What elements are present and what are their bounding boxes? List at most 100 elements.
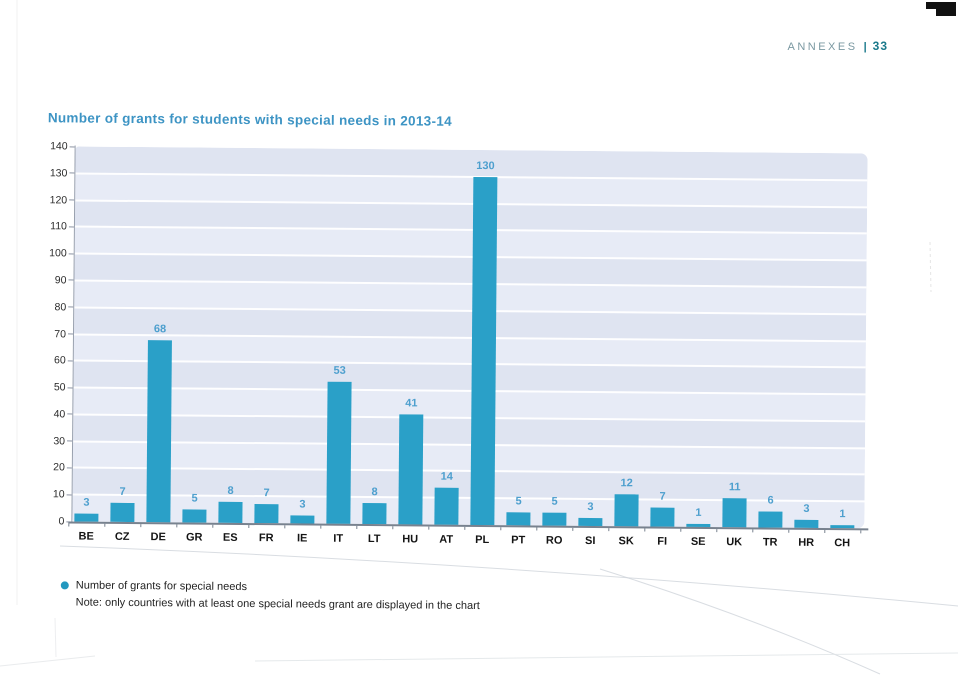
y-axis-label: 30	[53, 434, 66, 448]
x-tick-mark	[320, 525, 322, 529]
chart-note: Note: only countries with at least one s…	[75, 596, 480, 613]
x-tick-mark	[644, 528, 646, 532]
x-axis-label: IE	[296, 532, 308, 545]
x-axis-label: CZ	[114, 530, 130, 543]
x-tick-mark	[284, 525, 286, 529]
bar-value-label: 3	[587, 500, 594, 513]
x-axis-label: DE	[150, 531, 166, 544]
header-separator: |	[863, 41, 867, 53]
x-tick-mark	[716, 529, 718, 533]
x-tick-mark	[572, 527, 574, 531]
y-axis-label: 50	[53, 381, 66, 394]
bar-value-label: 7	[119, 486, 126, 499]
bar-value-label: 53	[333, 364, 346, 377]
legend-marker-icon	[60, 581, 69, 590]
x-tick-mark	[752, 529, 754, 533]
x-tick-mark	[104, 523, 106, 527]
bar-value-label: 12	[620, 477, 633, 490]
y-axis-label: 110	[50, 220, 67, 233]
bar-value-label: 1	[695, 507, 702, 520]
x-axis-label: SK	[618, 535, 634, 548]
y-tick-mark	[67, 440, 73, 442]
x-tick-mark	[680, 528, 682, 532]
x-axis-label: IT	[333, 532, 344, 545]
bar-value-label: 8	[371, 485, 378, 498]
bar	[614, 494, 639, 527]
chart-title: Number of grants for students with speci…	[47, 110, 452, 129]
x-axis-label: ES	[222, 531, 238, 544]
y-axis-label: 90	[54, 274, 67, 287]
x-tick-mark	[68, 523, 70, 527]
scanner-corner-mark	[926, 2, 956, 9]
x-tick-mark	[824, 530, 826, 534]
x-tick-mark	[860, 530, 862, 534]
x-axis-label: SI	[584, 534, 596, 548]
bar-value-label: 3	[83, 496, 90, 509]
y-tick-mark	[67, 413, 73, 415]
x-tick-mark	[608, 528, 610, 532]
y-axis-label: 100	[49, 247, 67, 260]
y-axis-label: 120	[49, 193, 68, 206]
annexes-label: ANNEXES	[787, 41, 858, 53]
y-axis-label: 70	[54, 327, 67, 340]
y-tick-mark	[68, 253, 74, 255]
bar-value-label: 130	[476, 159, 495, 172]
y-tick-mark	[68, 279, 74, 281]
bar	[110, 503, 135, 523]
y-axis-label: 80	[54, 301, 67, 314]
x-tick-mark	[536, 527, 538, 531]
x-axis-label: PL	[475, 533, 490, 547]
bar	[362, 502, 387, 525]
y-axis-label: 40	[53, 408, 66, 421]
y-axis-label: 140	[50, 140, 68, 153]
x-tick-mark	[428, 526, 430, 530]
bar	[290, 515, 315, 524]
x-axis-label: FR	[258, 532, 274, 545]
bar	[146, 339, 172, 523]
x-axis-label: UK	[726, 536, 743, 549]
chart-legend: Number of grants for special needs	[60, 579, 248, 593]
y-axis-label: 10	[52, 488, 65, 501]
x-axis-label: AT	[439, 533, 454, 546]
x-tick-mark	[140, 524, 142, 528]
page-number: 33	[872, 39, 888, 53]
x-axis-label: GR	[185, 531, 203, 544]
x-tick-mark	[788, 529, 790, 533]
bar-value-label: 1	[839, 508, 846, 521]
y-tick-mark	[66, 467, 72, 469]
bar	[218, 501, 243, 523]
x-axis-label: BE	[78, 530, 94, 543]
bar-value-label: 11	[728, 480, 741, 493]
y-axis-label: 60	[54, 354, 66, 367]
x-axis-label: FI	[657, 535, 668, 548]
bar	[470, 176, 498, 526]
bar	[758, 511, 783, 528]
bar-value-label: 41	[405, 397, 418, 410]
y-tick-mark	[68, 226, 74, 228]
page-header: ANNEXES | 33	[787, 39, 888, 53]
y-tick-mark	[69, 172, 75, 174]
x-tick-mark	[392, 526, 394, 530]
x-axis-label: HU	[402, 533, 419, 546]
bar	[722, 497, 747, 528]
bar	[542, 512, 567, 526]
x-axis-label: RO	[545, 534, 563, 547]
bar-value-label: 14	[440, 470, 453, 483]
bar	[434, 487, 459, 525]
bar-chart: Number of grants for students with speci…	[15, 104, 900, 672]
legend-label: Number of grants for special needs	[75, 579, 248, 593]
x-tick-mark	[356, 525, 358, 529]
y-tick-mark	[69, 199, 75, 201]
x-axis-label: CH	[834, 537, 851, 550]
y-axis-label: 130	[49, 167, 68, 180]
bar	[506, 511, 531, 526]
y-tick-mark	[67, 360, 73, 362]
x-axis-label: TR	[762, 536, 778, 549]
bar	[794, 519, 819, 528]
bar	[326, 381, 352, 524]
bar	[650, 507, 675, 527]
x-axis-label: PT	[511, 534, 526, 547]
x-axis-label: HR	[798, 536, 815, 549]
x-tick-mark	[248, 525, 250, 529]
x-axis-label: SE	[690, 535, 706, 548]
